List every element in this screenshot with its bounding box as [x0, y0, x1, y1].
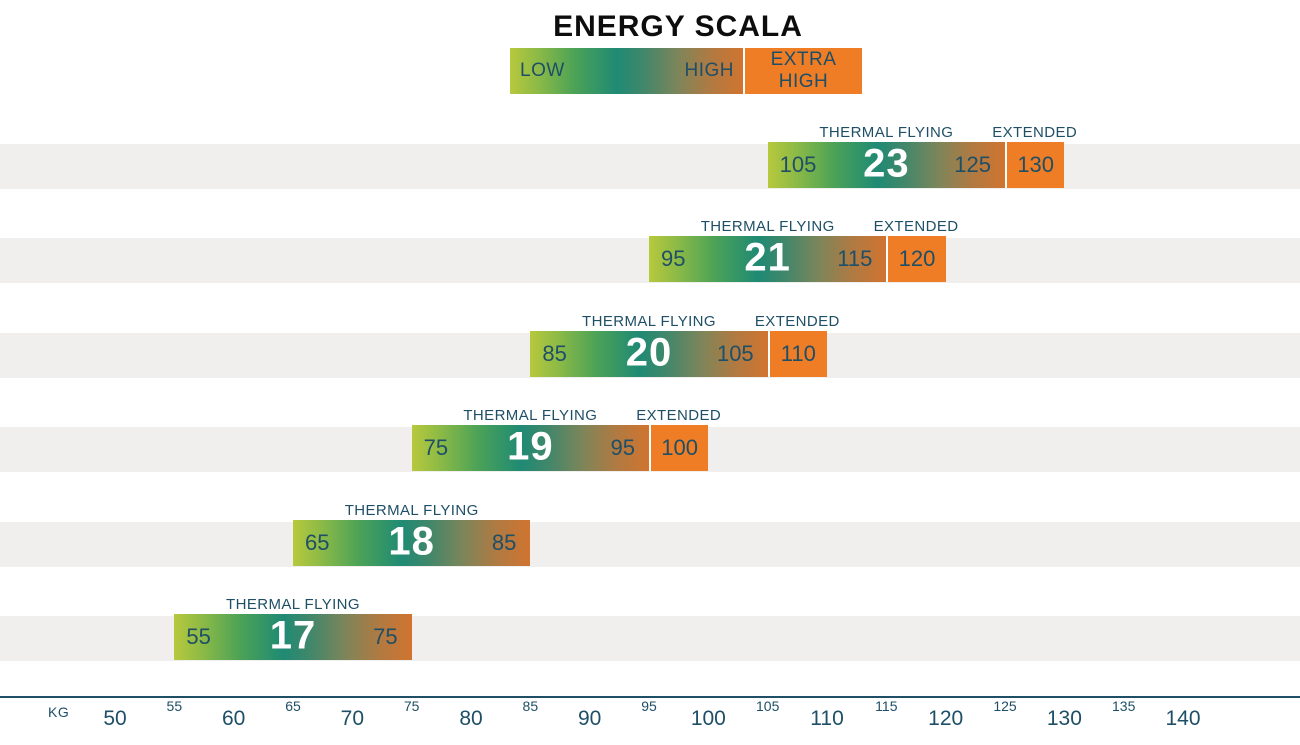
size-number: 17	[269, 613, 317, 658]
thermal-range-bar: 55 17 75	[174, 613, 412, 660]
thermal-min-value: 95	[661, 246, 686, 271]
chart-title: ENERGY SCALA	[553, 10, 803, 43]
thermal-range-bar: 105 23 125	[767, 141, 1005, 188]
thermal-flying-label: THERMAL FLYING	[819, 124, 954, 141]
legend-extra-high-label: EXTRA HIGH	[770, 49, 837, 92]
extended-range-bar: 110	[767, 331, 827, 377]
thermal-flying-label: THERMAL FLYING	[582, 313, 716, 330]
thermal-range-bar: 85 20 105	[530, 330, 768, 377]
extended-range-bar: 120	[886, 236, 946, 282]
size-number: 19	[507, 424, 554, 469]
extended-label: EXTENDED	[873, 218, 959, 235]
size-number: 23	[863, 141, 910, 186]
axis-tick-major: 50	[103, 707, 127, 730]
axis-tick-minor: 125	[993, 698, 1017, 714]
legend-gradient-bar: LOW HIGH	[510, 48, 743, 94]
axis-tick-major: 100	[690, 707, 726, 730]
axis-tick-minor: 135	[1112, 698, 1136, 714]
thermal-min-value: 85	[542, 341, 567, 366]
axis-tick-major: 80	[459, 707, 483, 730]
size-number: 21	[744, 235, 791, 280]
thermal-max-value: 85	[491, 530, 517, 555]
thermal-min-value: 55	[186, 624, 211, 649]
size-number: 20	[625, 330, 673, 375]
thermal-flying-label: THERMAL FLYING	[344, 502, 479, 519]
axis-tick-major: 130	[1046, 707, 1082, 730]
thermal-max-value: 75	[373, 624, 398, 649]
thermal-max-value: 125	[954, 152, 991, 177]
axis-tick-minor: 105	[755, 698, 780, 714]
size-number: 18	[388, 519, 435, 564]
legend-low-label: LOW	[520, 60, 565, 81]
extended-max-value: 120	[898, 246, 936, 271]
legend-high-label: HIGH	[684, 60, 734, 81]
thermal-min-value: 105	[779, 152, 817, 177]
axis-tick-major: 120	[928, 707, 964, 730]
thermal-max-value: 115	[837, 246, 873, 271]
thermal-flying-label: THERMAL FLYING	[226, 596, 360, 613]
row-band	[0, 144, 1300, 189]
legend-extra-high-block: EXTRA HIGH	[743, 48, 862, 94]
axis-tick-major: 140	[1165, 707, 1201, 730]
thermal-min-value: 75	[423, 435, 449, 460]
extended-max-value: 100	[661, 435, 699, 460]
extended-range-bar: 130	[1005, 142, 1065, 188]
axis-unit-label: KG	[48, 704, 70, 720]
axis-tick-minor: 115	[875, 698, 898, 714]
axis-tick-major: 90	[577, 707, 602, 730]
extended-label: EXTENDED	[992, 124, 1078, 141]
axis-tick-minor: 85	[522, 698, 539, 714]
axis-tick-major: 110	[810, 707, 844, 730]
axis-tick-minor: 95	[641, 698, 657, 714]
extended-max-value: 130	[1017, 152, 1055, 177]
thermal-range-bar: 75 19 95	[411, 424, 649, 471]
axis-tick-major: 60	[221, 707, 246, 730]
axis-tick-minor: 55	[166, 698, 183, 714]
axis-tick-minor: 75	[403, 698, 420, 714]
axis-tick-minor: 65	[285, 698, 301, 714]
thermal-range-bar: 95 21 115	[649, 235, 887, 282]
extended-label: EXTENDED	[636, 407, 722, 424]
row-band	[0, 522, 1300, 567]
thermal-max-value: 95	[610, 435, 635, 460]
thermal-flying-label: THERMAL FLYING	[463, 407, 598, 424]
extended-max-value: 110	[780, 341, 816, 366]
thermal-max-value: 105	[716, 341, 754, 366]
thermal-min-value: 65	[305, 530, 330, 555]
extended-range-bar: 100	[649, 425, 709, 471]
thermal-flying-label: THERMAL FLYING	[700, 218, 835, 235]
thermal-range-bar: 65 18 85	[293, 519, 531, 566]
x-axis-line	[0, 696, 1300, 698]
extended-label: EXTENDED	[754, 313, 840, 330]
axis-tick-major: 70	[340, 707, 365, 730]
